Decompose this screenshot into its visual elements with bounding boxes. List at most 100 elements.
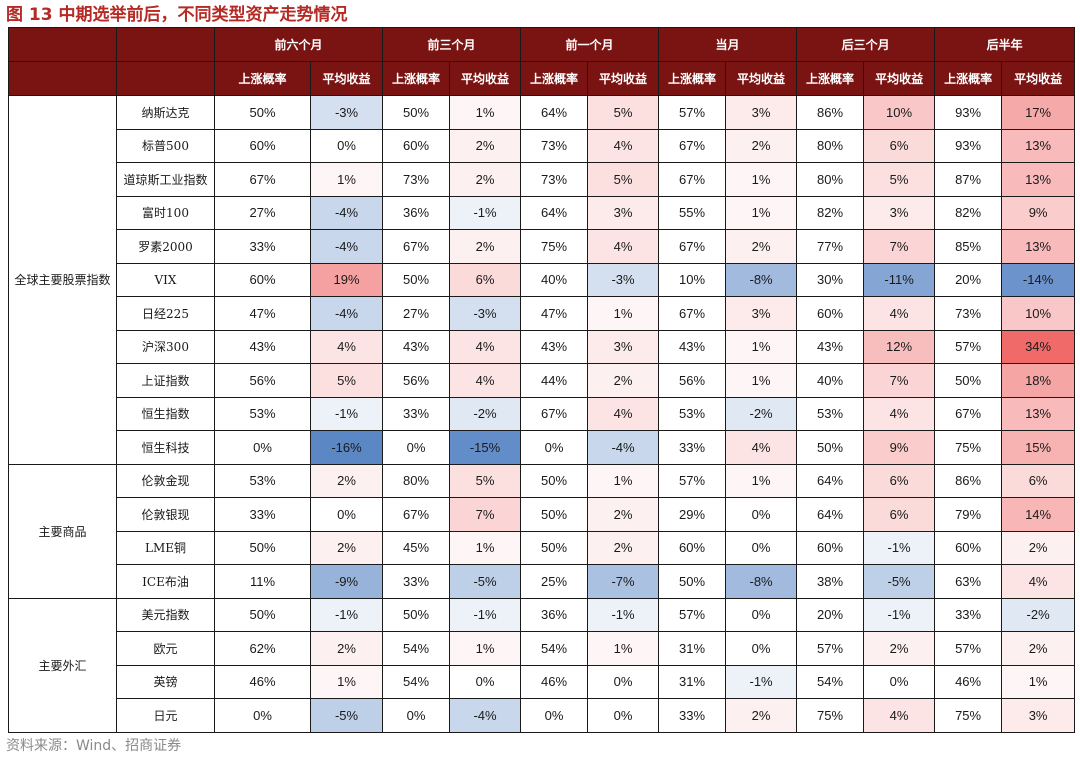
table-row: 罗素2000 33% -4% 67% 2% 75% 4% 67% 2% 77% 7% 85% 13% [9,229,1076,264]
avg-return-cell: 1% [309,162,384,197]
avg-return-cell: 1% [587,463,660,498]
avg-return-cell: 2% [725,229,798,264]
group-label: 主要商品 [8,463,117,599]
up-prob-cell: 50% [934,363,1003,398]
avg-return-cell: 9% [863,430,936,465]
avg-return-cell: 2% [587,497,660,532]
avg-return-cell: 0% [725,631,798,666]
asset-label: 罗素2000 [116,229,215,264]
asset-label: 恒生科技 [116,430,215,465]
asset-label: 日经225 [116,296,215,331]
up-prob-cell: 86% [796,95,865,130]
up-prob-cell: 33% [214,229,311,264]
up-prob-cell: 30% [796,262,865,297]
metric-header-up-prob: 上涨概率 [796,61,865,96]
up-prob-cell: 33% [214,497,311,532]
up-prob-cell: 50% [382,95,451,130]
avg-return-cell: 17% [1001,95,1076,130]
header-blank-asset [116,27,215,62]
up-prob-cell: 57% [658,463,727,498]
up-prob-cell: 77% [796,229,865,264]
avg-return-cell: 6% [449,262,522,297]
figure-title: 图 13 中期选举前后，不同类型资产走势情况 [6,5,348,25]
up-prob-cell: 57% [796,631,865,666]
asset-label: 欧元 [116,631,215,666]
avg-return-cell: 0% [725,530,798,565]
table-row: 恒生科技 0% -16% 0% -15% 0% -4% 33% 4% 50% 9% 75% 15% [9,430,1076,465]
avg-return-cell: -1% [309,396,384,431]
up-prob-cell: 33% [382,564,451,599]
up-prob-cell: 31% [658,664,727,699]
avg-return-cell: 34% [1001,329,1076,364]
avg-return-cell: 4% [863,698,936,733]
avg-return-cell: 14% [1001,497,1076,532]
up-prob-cell: 57% [658,597,727,632]
up-prob-cell: 50% [520,497,589,532]
up-prob-cell: 50% [382,597,451,632]
asset-label: 英镑 [116,664,215,699]
up-prob-cell: 56% [214,363,311,398]
asset-label: ICE布油 [116,564,215,599]
table-row: VIX 60% 19% 50% 6% 40% -3% 10% -8% 30% -11% 20% -14% [9,262,1076,297]
up-prob-cell: 73% [934,296,1003,331]
up-prob-cell: 67% [520,396,589,431]
up-prob-cell: 60% [214,262,311,297]
avg-return-cell: 1% [725,329,798,364]
avg-return-cell: 1% [449,530,522,565]
up-prob-cell: 82% [796,195,865,230]
up-prob-cell: 29% [658,497,727,532]
avg-return-cell: 0% [309,497,384,532]
period-header: 前六个月 [213,27,384,62]
asset-label: LME铜 [116,530,215,565]
up-prob-cell: 64% [520,195,589,230]
metric-header-avg-return: 平均收益 [449,61,522,96]
avg-return-cell: 1% [449,95,522,130]
avg-return-cell: 4% [587,396,660,431]
up-prob-cell: 54% [382,664,451,699]
up-prob-cell: 53% [658,396,727,431]
avg-return-cell: -5% [449,564,522,599]
up-prob-cell: 46% [934,664,1003,699]
avg-return-cell: 6% [863,463,936,498]
avg-return-cell: 4% [863,296,936,331]
up-prob-cell: 43% [796,329,865,364]
up-prob-cell: 60% [658,530,727,565]
source-note: 资料来源：Wind、招商证券 [6,738,182,754]
up-prob-cell: 46% [520,664,589,699]
avg-return-cell: -1% [863,597,936,632]
avg-return-cell: 1% [587,296,660,331]
avg-return-cell: 1% [587,631,660,666]
up-prob-cell: 64% [796,497,865,532]
up-prob-cell: 50% [520,530,589,565]
avg-return-cell: 3% [1001,698,1076,733]
avg-return-cell: 10% [863,95,936,130]
up-prob-cell: 0% [214,430,311,465]
avg-return-cell: 1% [449,631,522,666]
up-prob-cell: 80% [796,162,865,197]
table-row: 伦敦银现 33% 0% 67% 7% 50% 2% 29% 0% 64% 6% 79% 14% [9,497,1076,532]
avg-return-cell: -1% [449,597,522,632]
avg-return-cell: 5% [587,95,660,130]
up-prob-cell: 31% [658,631,727,666]
avg-return-cell: 3% [725,296,798,331]
asset-label: VIX [116,262,215,297]
up-prob-cell: 67% [658,296,727,331]
up-prob-cell: 79% [934,497,1003,532]
up-prob-cell: 47% [214,296,311,331]
avg-return-cell: 0% [309,128,384,163]
up-prob-cell: 43% [382,329,451,364]
avg-return-cell: -1% [309,597,384,632]
avg-return-cell: 13% [1001,162,1076,197]
avg-return-cell: 1% [725,463,798,498]
up-prob-cell: 54% [796,664,865,699]
avg-return-cell: -1% [725,664,798,699]
avg-return-cell: 4% [587,128,660,163]
up-prob-cell: 55% [658,195,727,230]
up-prob-cell: 0% [520,430,589,465]
up-prob-cell: 50% [796,430,865,465]
up-prob-cell: 73% [520,162,589,197]
avg-return-cell: -5% [863,564,936,599]
up-prob-cell: 60% [796,296,865,331]
avg-return-cell: 4% [449,363,522,398]
avg-return-cell: 0% [587,698,660,733]
